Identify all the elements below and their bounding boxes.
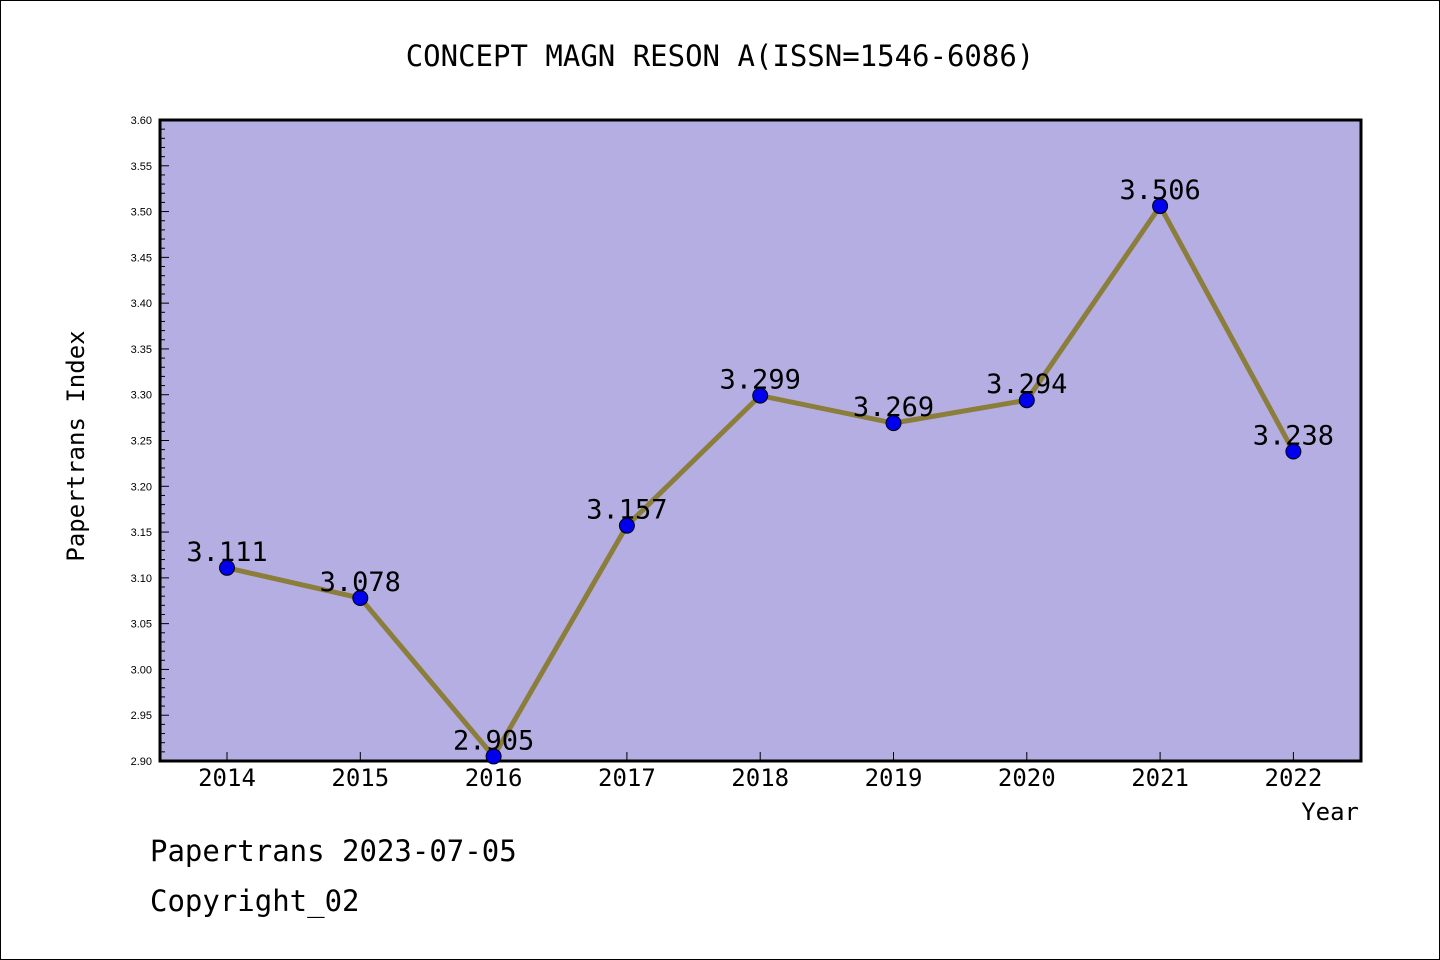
y-tick-label: 2.95 bbox=[131, 710, 152, 722]
y-tick-label: 3.20 bbox=[131, 481, 152, 493]
x-axis-label: Year bbox=[1301, 798, 1359, 826]
y-tick-label: 3.05 bbox=[131, 619, 152, 631]
y-tick-label: 3.40 bbox=[131, 298, 152, 310]
data-label: 3.078 bbox=[320, 567, 401, 598]
chart-title: CONCEPT MAGN RESON A(ISSN=1546-6086) bbox=[406, 39, 1035, 73]
data-label: 3.299 bbox=[720, 365, 801, 396]
y-tick-label: 3.15 bbox=[131, 527, 152, 539]
data-label: 3.294 bbox=[986, 369, 1067, 400]
copyright-text: Copyright_02 bbox=[150, 884, 360, 918]
x-tick-label: 2017 bbox=[598, 764, 656, 792]
data-label: 3.506 bbox=[1119, 175, 1200, 206]
y-tick-label: 3.00 bbox=[131, 664, 152, 676]
data-label: 3.269 bbox=[853, 392, 934, 423]
x-tick-label: 2014 bbox=[198, 764, 256, 792]
x-tick-label: 2019 bbox=[865, 764, 923, 792]
y-tick-label: 3.50 bbox=[131, 207, 152, 219]
y-tick-label: 2.90 bbox=[131, 756, 152, 768]
x-tick-label: 2016 bbox=[465, 764, 523, 792]
y-tick-label: 3.60 bbox=[131, 115, 152, 127]
y-tick-label: 3.30 bbox=[131, 390, 152, 402]
x-tick-label: 2020 bbox=[998, 764, 1056, 792]
y-tick-label: 3.35 bbox=[131, 344, 152, 356]
line-chart: CONCEPT MAGN RESON A(ISSN=1546-6086) 2.9… bbox=[0, 0, 1440, 960]
x-tick-label: 2018 bbox=[731, 764, 789, 792]
data-label: 3.238 bbox=[1253, 420, 1334, 451]
y-tick-label: 3.45 bbox=[131, 252, 152, 264]
data-label: 2.905 bbox=[453, 725, 534, 756]
x-tick-label: 2022 bbox=[1265, 764, 1323, 792]
y-tick-label: 3.10 bbox=[131, 573, 152, 585]
source-date-text: Papertrans 2023-07-05 bbox=[150, 834, 517, 868]
y-tick-label: 3.25 bbox=[131, 436, 152, 448]
data-label: 3.157 bbox=[586, 495, 667, 526]
y-tick-label: 3.55 bbox=[131, 161, 152, 173]
data-label: 3.111 bbox=[186, 537, 267, 568]
x-tick-label: 2021 bbox=[1131, 764, 1189, 792]
y-axis-label: Papertrans Index bbox=[62, 330, 90, 561]
plot-area bbox=[160, 120, 1361, 761]
x-tick-label: 2015 bbox=[331, 764, 389, 792]
